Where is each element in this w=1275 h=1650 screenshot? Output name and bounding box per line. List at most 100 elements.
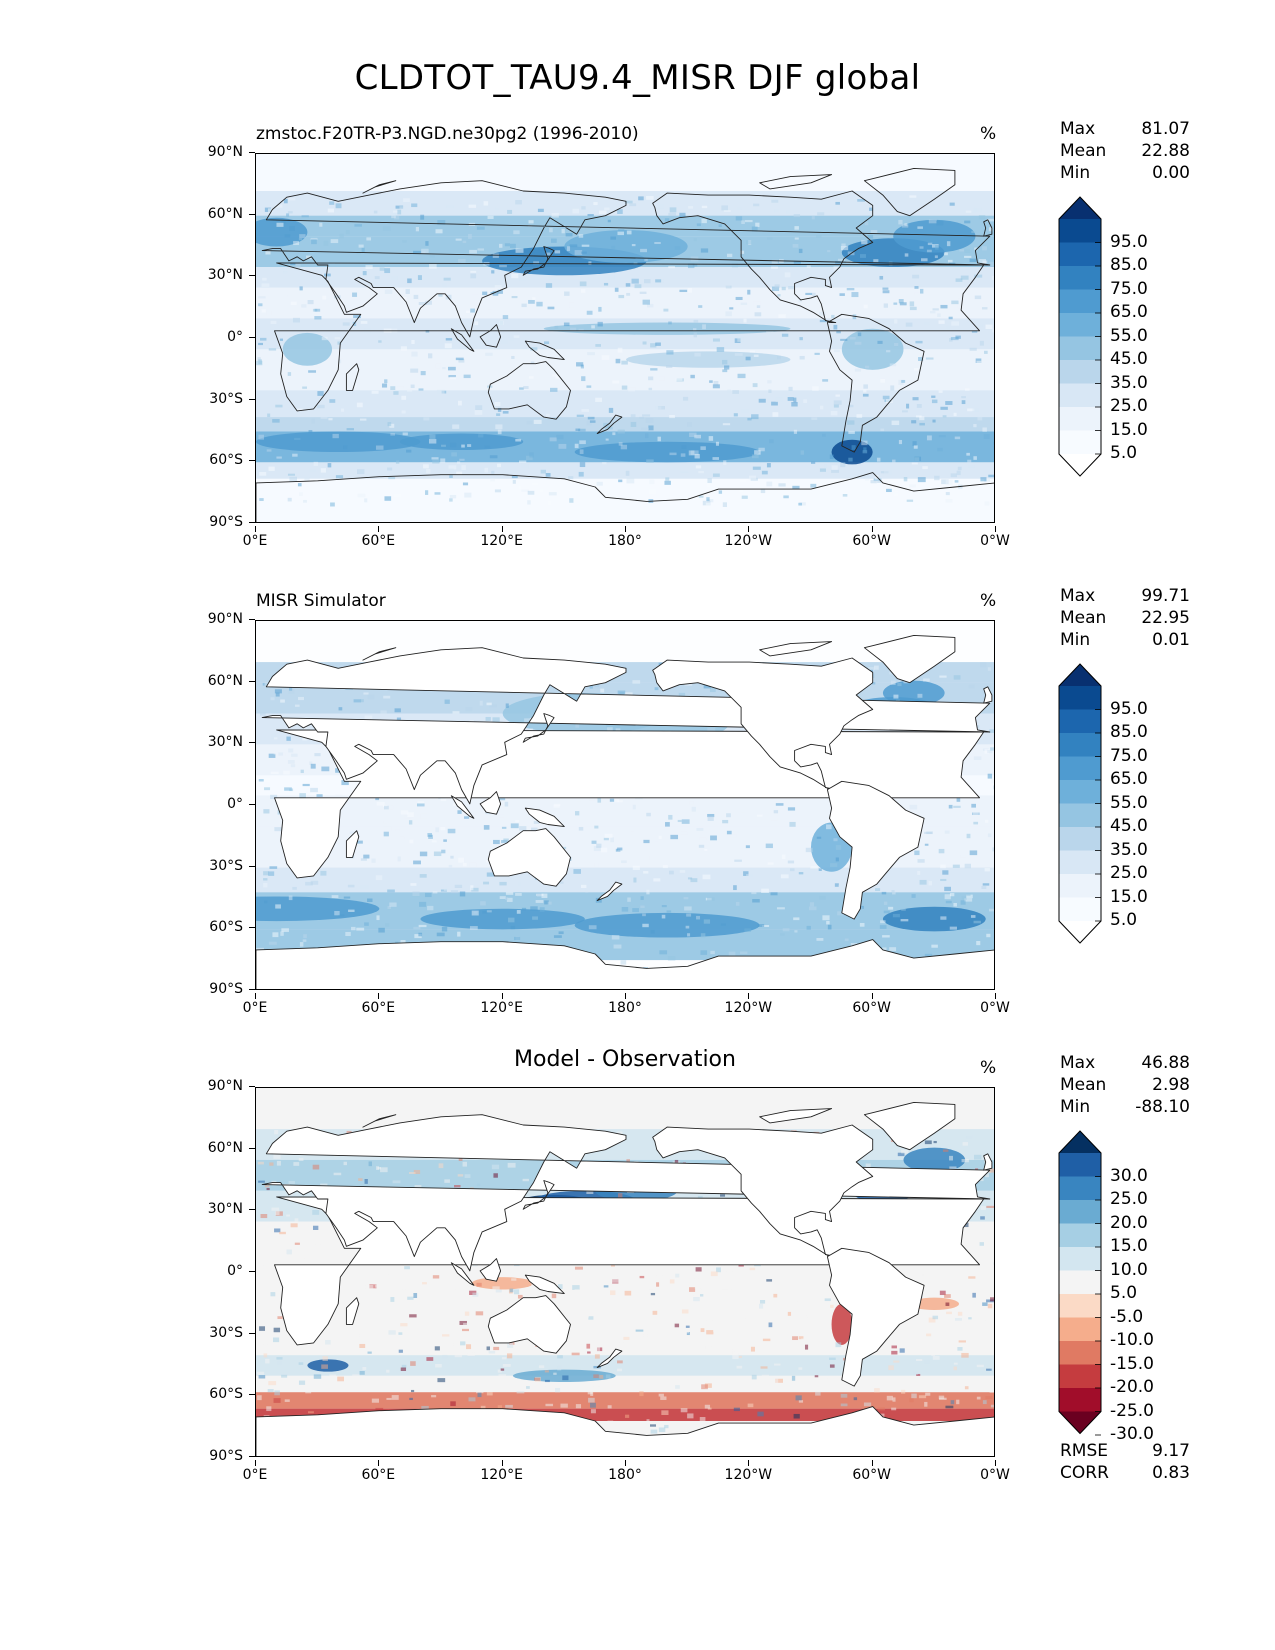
colorbar-tick-label: 15.0 xyxy=(1110,886,1148,907)
stat-label: Mean xyxy=(1060,1075,1107,1095)
error-stats-block: RMSE 9.17 CORR 0.83 xyxy=(1060,1440,1190,1484)
colorbar-tick-label: -10.0 xyxy=(1110,1330,1154,1350)
colorbar-tick-label: 85.0 xyxy=(1110,722,1148,742)
colorbar-tick-label: 25.0 xyxy=(1110,1189,1148,1209)
colorbar-tick-label: 65.0 xyxy=(1110,302,1148,322)
x-tick-label: 0°E xyxy=(225,993,285,1016)
x-tick-label: 120°W xyxy=(718,526,778,549)
y-tick-label: 60°S xyxy=(183,452,255,468)
stat-row: Mean 22.88 xyxy=(1060,140,1190,162)
stat-value: 22.95 xyxy=(1141,608,1190,628)
x-tick-label: 120°E xyxy=(472,1460,532,1483)
x-tick-label: 120°E xyxy=(472,993,532,1016)
y-tick-label: 90°S xyxy=(183,514,255,530)
x-tick-label: 60°W xyxy=(842,1460,902,1483)
y-tick-label: 30°N xyxy=(183,1201,255,1217)
colorbar-svg xyxy=(1058,663,1102,944)
panel-title: Model - Observation xyxy=(514,1047,736,1072)
stat-row: Min 0.00 xyxy=(1060,162,1190,184)
stat-label: Min xyxy=(1060,163,1091,183)
colorbar-tick-label: 30.0 xyxy=(1110,1165,1148,1186)
stat-row: Min 0.01 xyxy=(1060,629,1190,651)
y-tick-label: 0° xyxy=(183,796,255,812)
stat-row: Max 46.88 xyxy=(1060,1052,1190,1074)
colorbar-tick-label: -20.0 xyxy=(1110,1377,1154,1397)
stat-row: Mean 22.95 xyxy=(1060,607,1190,629)
colorbar-tick-label: -5.0 xyxy=(1110,1306,1144,1327)
colorbar-tick-label: -30.0 xyxy=(1110,1424,1154,1444)
stat-label: Max xyxy=(1060,119,1096,139)
colorbar-tick-label: 35.0 xyxy=(1110,372,1148,393)
stat-row: CORR 0.83 xyxy=(1060,1462,1190,1484)
x-tick-label: 0°W xyxy=(965,1460,1025,1483)
colorbar-tick-label: 5.0 xyxy=(1110,1283,1138,1303)
y-tick-label: 60°N xyxy=(183,1140,255,1156)
x-tick-label: 60°E xyxy=(348,526,408,549)
stat-value: -88.10 xyxy=(1135,1097,1190,1117)
x-tick-label: 0°W xyxy=(965,993,1025,1016)
x-tick-label: 180° xyxy=(595,1460,655,1483)
stat-label: Max xyxy=(1060,1053,1096,1073)
panel-title: zmstoc.F20TR-P3.NGD.ne30pg2 (1996-2010) xyxy=(256,124,639,144)
stat-row: Max 99.71 xyxy=(1060,585,1190,607)
y-tick-label: 90°N xyxy=(183,611,255,627)
panel-title: MISR Simulator xyxy=(256,591,386,611)
map-plot xyxy=(255,620,995,990)
x-tick-label: 180° xyxy=(595,993,655,1016)
x-tick-label: 60°W xyxy=(842,993,902,1016)
figure-title: CLDTOT_TAU9.4_MISR DJF global xyxy=(354,58,921,98)
colorbar-tick-label: 35.0 xyxy=(1110,839,1148,860)
colorbar-tick-label: 25.0 xyxy=(1110,396,1148,416)
y-tick-label: 30°S xyxy=(183,858,255,874)
colorbar-tick-label: 85.0 xyxy=(1110,255,1148,275)
y-tick-label: 0° xyxy=(183,1263,255,1279)
map-plot xyxy=(255,153,995,523)
stat-row: Mean 2.98 xyxy=(1060,1074,1190,1096)
colorbar-tick-label: 75.0 xyxy=(1110,745,1148,766)
stat-value: 22.88 xyxy=(1141,141,1190,161)
y-tick-label: 30°N xyxy=(183,734,255,750)
colorbar-tick-label: 45.0 xyxy=(1110,349,1148,369)
stats-block: Max 46.88 Mean 2.98 Min -88.10 xyxy=(1060,1052,1190,1118)
map-field xyxy=(256,621,994,989)
y-tick-label: 0° xyxy=(183,329,255,345)
x-tick-label: 0°E xyxy=(225,1460,285,1483)
x-tick-label: 120°W xyxy=(718,993,778,1016)
colorbar-tick-label: 75.0 xyxy=(1110,278,1148,299)
stat-label: Mean xyxy=(1060,141,1107,161)
colorbar xyxy=(1058,196,1102,477)
colorbar-svg xyxy=(1058,196,1102,477)
y-tick-label: 60°N xyxy=(183,673,255,689)
colorbar-tick-label: 95.0 xyxy=(1110,698,1148,719)
stat-value: 0.83 xyxy=(1152,1463,1190,1483)
stat-label: Max xyxy=(1060,586,1096,606)
x-tick-label: 0°W xyxy=(965,526,1025,549)
colorbar-tick-label: -25.0 xyxy=(1110,1400,1154,1421)
stat-label: Min xyxy=(1060,630,1091,650)
y-tick-label: 90°N xyxy=(183,1078,255,1094)
y-tick-label: 60°S xyxy=(183,919,255,935)
stat-value: 0.00 xyxy=(1152,163,1190,183)
colorbar-tick-label: 5.0 xyxy=(1110,910,1138,930)
stat-value: 81.07 xyxy=(1141,119,1190,139)
colorbar-svg xyxy=(1058,1130,1102,1436)
stat-value: 2.98 xyxy=(1152,1075,1190,1095)
x-tick-label: 120°W xyxy=(718,1460,778,1483)
units-label: % xyxy=(980,1058,997,1078)
colorbar-tick-label: 95.0 xyxy=(1110,231,1148,252)
colorbar xyxy=(1058,1130,1102,1436)
x-tick-label: 0°E xyxy=(225,526,285,549)
x-tick-label: 120°E xyxy=(472,526,532,549)
y-tick-label: 30°S xyxy=(183,391,255,407)
stat-value: 99.71 xyxy=(1141,586,1190,606)
y-tick-label: 90°N xyxy=(183,144,255,160)
units-label: % xyxy=(980,124,997,144)
panel-observation: MISR Simulator% 90°N 60°N 30°N 0° 30°S 60°S 90°… xyxy=(0,585,1275,1025)
map-plot xyxy=(255,1087,995,1457)
y-tick-label: 90°S xyxy=(183,1448,255,1464)
colorbar-tick-label: 10.0 xyxy=(1110,1259,1148,1280)
stat-row: RMSE 9.17 xyxy=(1060,1440,1190,1462)
y-tick-label: 30°N xyxy=(183,267,255,283)
colorbar-tick-label: 25.0 xyxy=(1110,863,1148,883)
colorbar-tick-label: 65.0 xyxy=(1110,769,1148,789)
